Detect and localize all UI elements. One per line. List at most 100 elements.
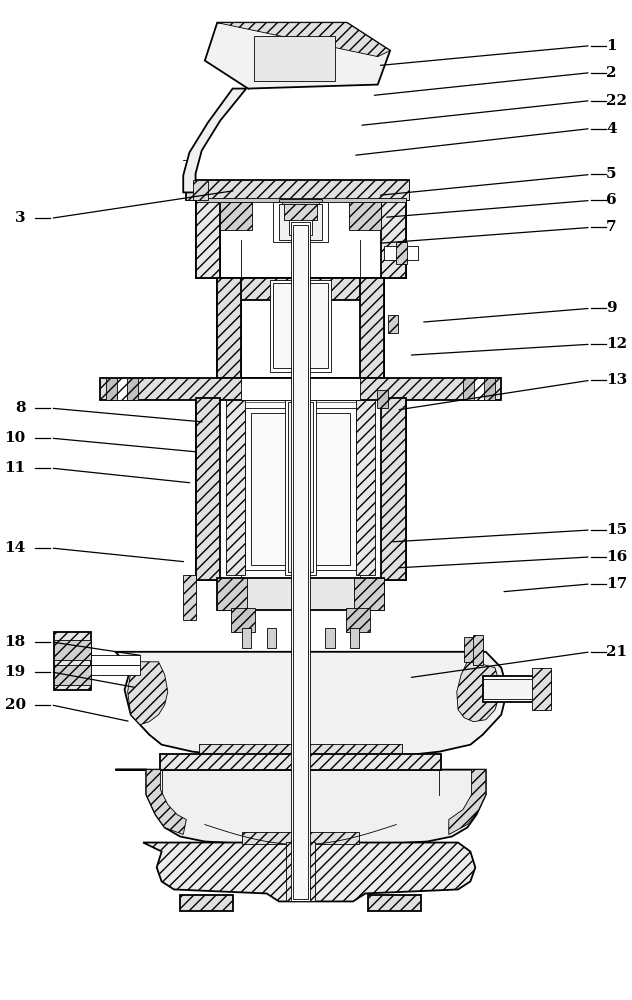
Bar [242, 628, 251, 648]
Polygon shape [441, 770, 486, 835]
Bar [221, 202, 252, 230]
Bar [193, 180, 208, 200]
Bar [368, 895, 421, 911]
Bar [355, 578, 384, 610]
Bar [195, 200, 406, 278]
Bar [350, 628, 359, 648]
Bar [117, 378, 127, 400]
Text: 14: 14 [4, 541, 26, 555]
Text: 9: 9 [606, 301, 617, 315]
Bar [186, 180, 409, 200]
Bar [273, 283, 329, 368]
Bar [284, 200, 317, 220]
Bar [473, 635, 483, 665]
Bar [279, 204, 322, 240]
Bar [381, 200, 406, 278]
Bar [161, 754, 441, 770]
Bar [463, 378, 495, 400]
Bar [483, 676, 550, 702]
Bar [483, 679, 538, 699]
Bar [195, 200, 221, 278]
Bar [217, 578, 247, 610]
Polygon shape [115, 652, 507, 757]
Text: 4: 4 [606, 122, 617, 136]
Bar [289, 209, 312, 235]
Polygon shape [457, 662, 501, 722]
Bar [254, 36, 334, 81]
Text: 10: 10 [4, 431, 26, 445]
Bar [381, 398, 406, 580]
Text: 21: 21 [606, 645, 628, 659]
Bar [186, 180, 409, 200]
Bar [183, 575, 195, 620]
Bar [231, 608, 255, 632]
Bar [217, 278, 384, 300]
Text: 18: 18 [4, 635, 26, 649]
Bar [293, 225, 308, 899]
Bar [195, 198, 406, 202]
Bar [241, 378, 360, 400]
Text: 7: 7 [606, 220, 617, 234]
Bar [464, 637, 477, 662]
Bar [474, 378, 484, 400]
Bar [267, 628, 276, 648]
Bar [325, 628, 334, 648]
Bar [346, 608, 370, 632]
Text: 5: 5 [606, 167, 617, 181]
Bar [285, 400, 316, 575]
Bar [195, 398, 406, 580]
Bar [388, 315, 398, 333]
Polygon shape [217, 23, 390, 57]
Bar [180, 895, 233, 911]
Bar [54, 665, 90, 685]
Text: 15: 15 [606, 523, 628, 537]
Text: 20: 20 [4, 698, 26, 712]
Text: 16: 16 [606, 550, 628, 564]
Bar [195, 398, 221, 580]
Bar [251, 413, 350, 565]
Text: 2: 2 [606, 66, 617, 80]
Bar [226, 400, 245, 575]
Text: 22: 22 [606, 94, 627, 108]
Bar [217, 578, 384, 610]
Bar [286, 842, 315, 901]
Text: 13: 13 [606, 373, 628, 387]
Bar [288, 402, 313, 572]
Text: 11: 11 [4, 461, 26, 475]
Bar [360, 278, 384, 378]
Bar [532, 668, 550, 710]
Text: 8: 8 [15, 401, 26, 415]
Bar [273, 202, 329, 242]
Text: 1: 1 [606, 39, 617, 53]
Text: 12: 12 [606, 337, 628, 351]
Bar [106, 378, 138, 400]
Bar [90, 655, 140, 665]
Bar [384, 246, 418, 260]
Bar [90, 665, 140, 675]
Bar [245, 408, 356, 570]
Bar [217, 278, 241, 378]
Text: 19: 19 [4, 665, 26, 679]
Bar [54, 640, 90, 660]
Bar [282, 200, 319, 204]
Bar [279, 199, 322, 202]
Bar [349, 202, 381, 230]
Bar [242, 832, 359, 844]
Polygon shape [205, 23, 390, 89]
Polygon shape [146, 770, 186, 835]
Bar [54, 632, 90, 690]
Polygon shape [128, 662, 168, 725]
Text: 6: 6 [606, 193, 617, 207]
Text: 17: 17 [606, 577, 628, 591]
Bar [217, 278, 384, 378]
Polygon shape [115, 770, 486, 845]
Bar [198, 744, 403, 756]
Text: 3: 3 [15, 211, 26, 225]
Bar [396, 242, 408, 264]
Polygon shape [183, 89, 246, 192]
Bar [100, 378, 501, 400]
Bar [377, 390, 387, 408]
Bar [356, 400, 375, 575]
Polygon shape [143, 843, 475, 901]
Bar [270, 280, 331, 372]
